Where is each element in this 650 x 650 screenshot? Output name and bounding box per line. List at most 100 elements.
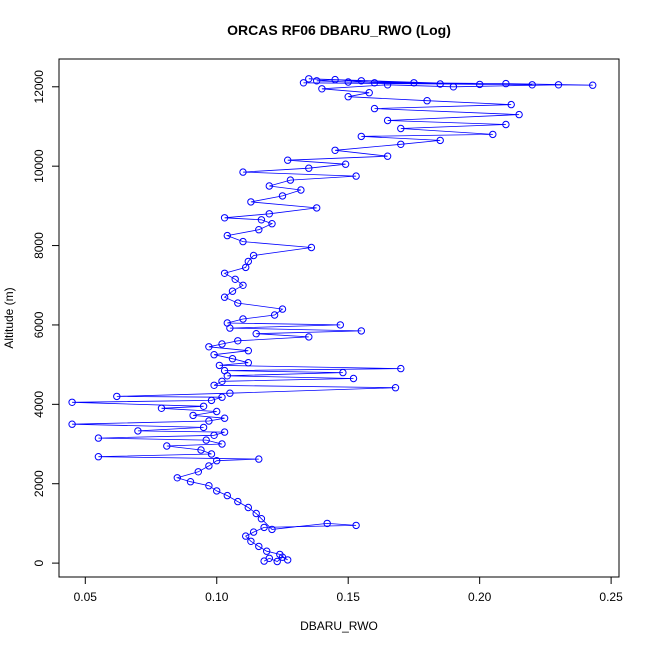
data-point bbox=[313, 77, 321, 85]
data-point bbox=[410, 79, 418, 87]
data-point bbox=[265, 182, 273, 190]
data-point bbox=[397, 124, 405, 133]
data-point bbox=[239, 315, 247, 323]
y-axis-label: Altitude (m) bbox=[2, 287, 16, 348]
data-point bbox=[239, 281, 247, 289]
data-point bbox=[273, 557, 281, 566]
data-point bbox=[305, 75, 313, 83]
data-point bbox=[157, 404, 166, 412]
data-point bbox=[502, 120, 510, 129]
plot-frame bbox=[58, 58, 620, 578]
data-point bbox=[220, 428, 229, 436]
data-point bbox=[423, 97, 431, 105]
data-point bbox=[234, 299, 242, 307]
data-point bbox=[68, 420, 76, 428]
data-point bbox=[228, 355, 237, 363]
data-point bbox=[247, 198, 255, 206]
data-point bbox=[265, 210, 273, 218]
data-point bbox=[357, 327, 365, 335]
data-point bbox=[234, 337, 242, 345]
data-point bbox=[220, 269, 229, 277]
data-point bbox=[344, 78, 352, 86]
data-point bbox=[252, 509, 260, 518]
data-point bbox=[336, 321, 344, 329]
y-tick-label: 4000 bbox=[32, 391, 46, 418]
data-point bbox=[502, 79, 510, 88]
data-point bbox=[305, 164, 313, 172]
data-point bbox=[339, 368, 347, 377]
y-axis: 0 2000 4000 6000 8000 10000 12000 bbox=[32, 70, 59, 566]
data-point bbox=[202, 436, 210, 444]
data-point bbox=[263, 547, 271, 555]
data-point bbox=[370, 104, 379, 113]
data-point bbox=[554, 81, 563, 89]
data-point bbox=[276, 550, 284, 559]
data-point bbox=[210, 381, 218, 389]
data-point bbox=[270, 311, 279, 319]
data-point bbox=[215, 361, 224, 370]
data-point bbox=[323, 519, 331, 528]
y-tick-label: 8000 bbox=[32, 232, 46, 259]
data-point bbox=[255, 455, 263, 463]
data-point bbox=[260, 523, 268, 532]
data-point bbox=[352, 521, 360, 530]
data-point bbox=[252, 330, 260, 338]
data-point bbox=[307, 243, 316, 252]
data-point bbox=[220, 414, 229, 422]
data-point bbox=[218, 393, 226, 401]
data-point bbox=[244, 257, 253, 266]
data-point bbox=[239, 168, 247, 176]
data-point bbox=[205, 462, 213, 470]
data-point bbox=[226, 389, 234, 397]
x-axis: 0.05 0.10 0.15 0.20 0.25 bbox=[74, 577, 623, 604]
data-point bbox=[173, 474, 182, 482]
data-point bbox=[239, 237, 247, 246]
data-point bbox=[436, 80, 444, 88]
data-point bbox=[94, 434, 103, 442]
x-tick-label: 0.25 bbox=[599, 590, 623, 604]
y-tick-label: 12000 bbox=[32, 70, 46, 104]
data-point bbox=[210, 351, 218, 359]
data-point bbox=[205, 482, 213, 490]
data-point bbox=[255, 542, 263, 551]
x-axis-label: DBARU_RWO bbox=[300, 619, 378, 633]
data-point bbox=[197, 446, 205, 454]
data-point bbox=[223, 231, 232, 240]
data-point bbox=[207, 396, 216, 405]
data-point bbox=[318, 85, 326, 93]
data-point bbox=[476, 80, 484, 89]
data-point bbox=[352, 172, 360, 180]
data-point bbox=[220, 214, 229, 222]
data-point bbox=[331, 146, 339, 155]
data-point bbox=[397, 140, 405, 149]
data-point bbox=[205, 417, 213, 425]
data-point bbox=[213, 407, 221, 416]
data-point bbox=[210, 431, 218, 439]
data-point bbox=[284, 556, 292, 564]
data-point bbox=[218, 340, 226, 348]
data-point bbox=[515, 110, 523, 119]
data-point bbox=[249, 251, 258, 260]
data-point bbox=[228, 287, 237, 295]
x-tick-label: 0.20 bbox=[468, 590, 492, 604]
data-point bbox=[284, 156, 292, 164]
data-point bbox=[357, 77, 365, 85]
y-tick-label: 10000 bbox=[32, 149, 46, 183]
data-point bbox=[436, 136, 444, 145]
data-point bbox=[383, 81, 392, 89]
data-point bbox=[247, 537, 255, 545]
data-point bbox=[113, 392, 121, 401]
data-point bbox=[244, 359, 253, 367]
series-layer bbox=[68, 75, 597, 566]
data-point bbox=[528, 81, 536, 89]
data-point bbox=[265, 554, 273, 562]
data-point bbox=[268, 525, 276, 534]
data-point bbox=[244, 503, 253, 512]
data-point bbox=[357, 132, 365, 141]
data-point bbox=[344, 93, 352, 101]
data-point bbox=[189, 411, 197, 420]
data-point bbox=[242, 532, 250, 540]
data-point bbox=[186, 478, 195, 486]
data-point bbox=[349, 374, 358, 383]
